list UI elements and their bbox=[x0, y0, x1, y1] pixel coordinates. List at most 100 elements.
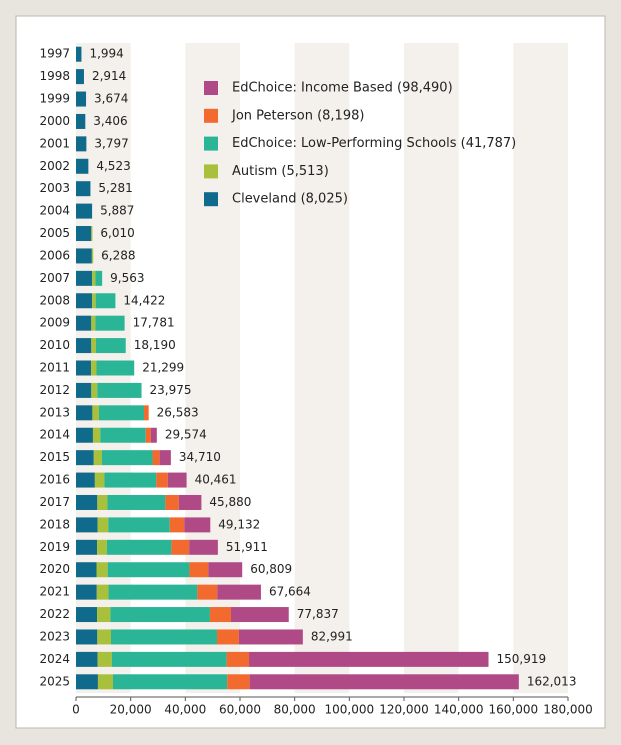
total-label: 29,574 bbox=[165, 428, 207, 442]
stripe bbox=[404, 43, 459, 693]
total-label: 60,809 bbox=[250, 562, 292, 576]
bar-segment bbox=[111, 651, 227, 667]
bar-segment bbox=[104, 472, 157, 488]
x-tick-label: 160,000 bbox=[489, 703, 539, 717]
bar-segment bbox=[91, 360, 97, 376]
bar-segment bbox=[165, 494, 179, 510]
y-tick-label: 2000 bbox=[39, 114, 70, 128]
y-tick-label: 2004 bbox=[39, 204, 70, 218]
bar-segment bbox=[76, 270, 93, 286]
bar-segment bbox=[76, 405, 93, 421]
bar-segment bbox=[217, 584, 261, 600]
y-tick-label: 2007 bbox=[39, 271, 70, 285]
total-label: 150,919 bbox=[497, 652, 547, 666]
bar-segment bbox=[91, 248, 94, 264]
y-tick-label: 2005 bbox=[39, 226, 70, 240]
bar-segment bbox=[97, 674, 114, 690]
x-tick-label: 180,000 bbox=[543, 703, 593, 717]
total-label: 4,523 bbox=[96, 159, 130, 173]
total-label: 21,299 bbox=[142, 361, 184, 375]
total-label: 5,281 bbox=[98, 181, 132, 195]
bar-segment bbox=[76, 181, 91, 197]
x-tick-label: 0 bbox=[72, 703, 80, 717]
total-label: 17,781 bbox=[133, 316, 175, 330]
bar-segment bbox=[184, 517, 211, 533]
bar-segment bbox=[76, 338, 92, 354]
y-tick-label: 2012 bbox=[39, 383, 70, 397]
y-tick-label: 2019 bbox=[39, 540, 70, 554]
bar-segment bbox=[76, 562, 97, 578]
bar-segment bbox=[91, 226, 93, 242]
total-label: 18,190 bbox=[134, 338, 176, 352]
y-tick-label: 2020 bbox=[39, 562, 70, 576]
x-tick-label: 120,000 bbox=[379, 703, 429, 717]
bar-segment bbox=[76, 360, 92, 376]
bar-segment bbox=[249, 651, 489, 667]
x-tick-label: 80,000 bbox=[274, 703, 316, 717]
y-tick-label: 2013 bbox=[39, 405, 70, 419]
y-tick-label: 2017 bbox=[39, 495, 70, 509]
legend-swatch bbox=[204, 81, 218, 95]
legend-swatch bbox=[204, 164, 218, 179]
bar-segment bbox=[171, 539, 190, 555]
bar-segment bbox=[178, 494, 202, 510]
x-tick-label: 60,000 bbox=[219, 703, 261, 717]
bar-segment bbox=[76, 517, 98, 533]
bar-segment bbox=[97, 494, 108, 510]
bar-segment bbox=[76, 629, 98, 645]
bar-segment bbox=[152, 450, 160, 466]
total-label: 45,880 bbox=[209, 495, 251, 509]
bar-segment bbox=[95, 315, 125, 331]
total-label: 14,422 bbox=[123, 293, 165, 307]
total-label: 51,911 bbox=[226, 540, 268, 554]
x-tick-label: 40,000 bbox=[164, 703, 206, 717]
total-label: 6,010 bbox=[100, 226, 134, 240]
bar-segment bbox=[76, 651, 98, 667]
bar-segment bbox=[208, 562, 243, 578]
bar-segment bbox=[238, 629, 303, 645]
total-label: 82,991 bbox=[311, 629, 353, 643]
bar-segment bbox=[110, 629, 218, 645]
bar-segment bbox=[217, 629, 239, 645]
bar-segment bbox=[107, 562, 190, 578]
y-tick-label: 2010 bbox=[39, 338, 70, 352]
bar-segment bbox=[156, 472, 168, 488]
bar-segment bbox=[97, 629, 111, 645]
x-tick-label: 20,000 bbox=[110, 703, 152, 717]
x-tick-label: 140,000 bbox=[434, 703, 484, 717]
bar-segment bbox=[113, 674, 228, 690]
legend-label: Jon Peterson (8,198) bbox=[231, 108, 364, 123]
x-tick-label: 100,000 bbox=[325, 703, 375, 717]
total-label: 6,288 bbox=[101, 248, 135, 262]
bar-segment bbox=[96, 360, 135, 376]
legend-label: Cleveland (8,025) bbox=[232, 192, 348, 207]
total-label: 26,583 bbox=[157, 405, 199, 419]
bar-segment bbox=[92, 270, 96, 286]
bar-segment bbox=[106, 539, 172, 555]
total-label: 1,994 bbox=[89, 47, 123, 61]
bar-segment bbox=[76, 293, 93, 309]
bar-segment bbox=[76, 69, 84, 85]
bar-segment bbox=[95, 270, 103, 286]
bar-segment bbox=[209, 607, 231, 623]
total-label: 162,013 bbox=[527, 674, 577, 688]
y-tick-label: 2014 bbox=[39, 428, 70, 442]
y-tick-label: 2009 bbox=[39, 316, 70, 330]
total-label: 5,887 bbox=[100, 204, 134, 218]
y-tick-label: 2015 bbox=[39, 450, 70, 464]
y-tick-label: 2021 bbox=[39, 585, 70, 599]
bar-segment bbox=[91, 315, 96, 331]
y-tick-label: 2016 bbox=[39, 473, 70, 487]
bar-segment bbox=[98, 405, 145, 421]
y-tick-label: 2022 bbox=[39, 607, 70, 621]
bar-segment bbox=[145, 427, 151, 443]
bar-segment bbox=[76, 248, 92, 264]
bar-segment bbox=[95, 293, 116, 309]
bar-segment bbox=[76, 158, 89, 174]
total-label: 67,664 bbox=[269, 585, 311, 599]
y-tick-label: 2008 bbox=[39, 293, 70, 307]
bar-segment bbox=[92, 293, 96, 309]
stripe bbox=[294, 43, 350, 693]
bar-segment bbox=[96, 562, 108, 578]
